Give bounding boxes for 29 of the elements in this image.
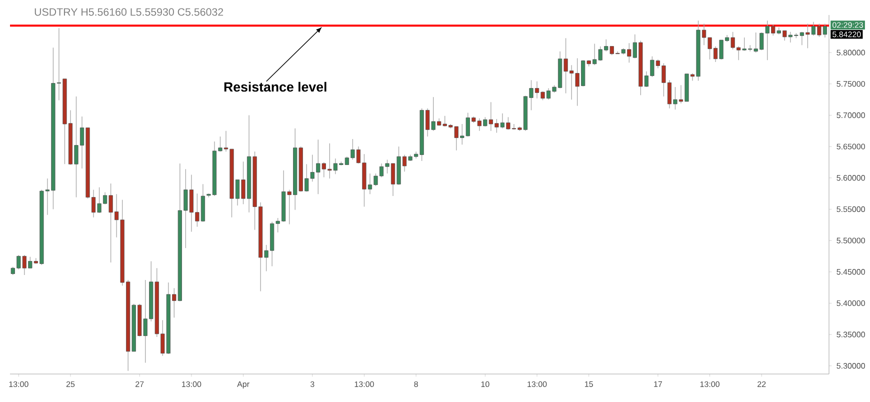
- x-tick-label: 17: [654, 381, 662, 387]
- y-tick-label: 5.35000: [836, 332, 865, 338]
- x-tick-label: Apr: [237, 381, 250, 389]
- x-tick-label: 15: [584, 381, 593, 387]
- ref-line-label: Resistance level: [224, 82, 326, 92]
- x-tick-label: 8: [414, 381, 418, 388]
- x-tick-label: 13:00: [528, 381, 547, 388]
- y-tick-label: 5.30000: [836, 363, 865, 369]
- x-tick-label: 22: [758, 381, 766, 387]
- x-tick-label: 13:00: [182, 381, 202, 388]
- y-tick-label: 5.80000: [836, 50, 865, 56]
- y-tick-label: 5.60000: [836, 175, 865, 181]
- text: 02:29:23: [832, 22, 863, 28]
- y-tick-label: 5.50000: [836, 238, 865, 244]
- x-tick-label: 13:00: [700, 381, 720, 388]
- chart-title: USDTRY H5.56160 L5.55930 C5.56032: [34, 8, 224, 16]
- y-tick-label: 5.65000: [836, 144, 865, 150]
- y-tick-label: 5.70000: [836, 112, 865, 118]
- x-tick-label: 13:00: [9, 381, 28, 388]
- x-tick-label: 13:00: [354, 381, 374, 388]
- x-tick-label: 3: [310, 381, 314, 388]
- y-tick-label: 5.75000: [836, 81, 865, 87]
- text: 5.84220: [832, 32, 861, 38]
- y-tick-label: 5.45000: [836, 269, 865, 275]
- x-tick-label: 25: [66, 381, 75, 388]
- x-tick-label: 10: [481, 381, 490, 388]
- y-tick-label: 5.40000: [836, 300, 865, 306]
- y-tick-label: 5.55000: [836, 206, 865, 212]
- x-tick-label: 27: [136, 381, 144, 387]
